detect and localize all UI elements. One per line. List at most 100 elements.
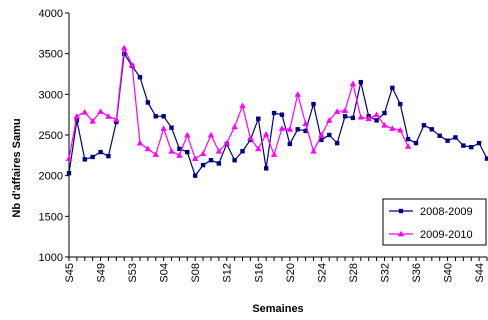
- y-tick-label: 1500: [39, 211, 63, 223]
- data-point: [279, 112, 285, 117]
- data-point: [98, 149, 103, 155]
- data-point: [303, 128, 308, 134]
- data-point: [176, 152, 183, 158]
- legend-label: 2009-2010: [420, 229, 473, 241]
- series-layer: [65, 44, 488, 178]
- data-point: [333, 108, 341, 114]
- data-point: [429, 127, 434, 132]
- data-point: [374, 118, 379, 123]
- data-point: [327, 132, 332, 138]
- data-point: [397, 230, 405, 237]
- data-point: [66, 171, 72, 176]
- data-point: [105, 113, 112, 119]
- y-tick-label: 2500: [39, 130, 63, 142]
- data-point: [215, 148, 223, 154]
- x-tick-label: S20: [285, 263, 297, 283]
- series-line: [68, 51, 488, 177]
- x-tick-label: S40: [443, 263, 455, 283]
- data-point: [239, 102, 246, 109]
- data-point: [365, 115, 372, 122]
- x-tick-label: S12: [222, 263, 234, 283]
- legend: 2008-2009 2009-2010: [382, 198, 487, 246]
- legend-box: [382, 198, 487, 246]
- data-point: [349, 80, 357, 87]
- data-point: [121, 44, 128, 51]
- data-point: [405, 136, 411, 142]
- data-point: [240, 149, 245, 154]
- data-point: [145, 100, 151, 105]
- data-point: [223, 139, 230, 146]
- y-tick-label: 1000: [39, 252, 63, 264]
- data-point: [484, 156, 488, 161]
- data-point: [128, 61, 136, 68]
- y-tick-label: 3000: [39, 89, 63, 101]
- data-point: [373, 111, 380, 118]
- data-point: [397, 126, 404, 133]
- data-point: [286, 126, 294, 132]
- data-point: [437, 133, 442, 139]
- data-point: [358, 79, 364, 85]
- data-point: [311, 101, 316, 107]
- data-point: [319, 137, 324, 143]
- legend-item: 2009-2010: [389, 229, 473, 241]
- y-tick-label: 2000: [39, 171, 63, 183]
- data-point: [404, 143, 412, 149]
- data-point: [232, 158, 237, 163]
- data-point: [342, 114, 348, 119]
- data-point: [81, 109, 88, 115]
- data-point: [350, 115, 356, 121]
- data-point: [287, 141, 293, 147]
- x-tick-label: S24: [316, 263, 328, 283]
- data-point: [74, 118, 80, 123]
- legend-item: 2008-2009: [389, 206, 473, 218]
- data-point: [461, 143, 466, 148]
- data-point: [90, 154, 95, 160]
- data-point: [341, 107, 349, 113]
- data-point: [192, 173, 198, 178]
- data-point: [263, 166, 269, 171]
- data-point: [255, 145, 262, 152]
- series-1: [66, 51, 488, 178]
- data-point: [199, 150, 207, 157]
- data-point: [278, 125, 286, 131]
- data-point: [398, 101, 403, 107]
- data-point: [113, 116, 120, 122]
- data-point: [184, 131, 191, 138]
- data-point: [389, 125, 396, 131]
- y-axis: 1000 1500 2000 2500 3000 3500 4000: [39, 8, 70, 264]
- x-axis: S45 S49 S53 S04 S08 S12 S16 S20 S24 S28 S32 S36 S40 S…: [64, 256, 488, 283]
- data-point: [262, 130, 270, 137]
- data-point: [106, 153, 111, 159]
- data-point: [310, 148, 317, 154]
- x-tick-label: S44: [474, 263, 486, 283]
- data-point: [453, 135, 458, 140]
- data-point: [191, 155, 199, 161]
- data-point: [295, 127, 300, 132]
- x-tick-label: S32: [379, 263, 391, 283]
- data-point: [200, 162, 206, 168]
- x-tick-label: S36: [411, 263, 423, 283]
- data-point: [326, 117, 333, 123]
- data-point: [318, 131, 325, 138]
- data-point: [398, 208, 404, 214]
- x-tick-label: S04: [159, 263, 171, 283]
- data-point: [89, 117, 96, 124]
- data-point: [476, 140, 482, 146]
- data-point: [144, 145, 152, 152]
- data-point: [122, 51, 127, 56]
- data-point: [256, 116, 261, 121]
- data-point: [185, 149, 190, 155]
- data-point: [216, 161, 222, 166]
- data-point: [271, 110, 277, 116]
- data-point: [390, 85, 395, 91]
- y-tick-label: 3500: [39, 49, 63, 61]
- x-tick-label: S16: [253, 263, 265, 283]
- data-point: [247, 135, 254, 141]
- data-point: [208, 158, 214, 163]
- data-point: [381, 122, 388, 128]
- legend-label: 2008-2009: [420, 206, 473, 218]
- data-point: [357, 113, 365, 120]
- data-point: [97, 108, 104, 114]
- data-point: [334, 140, 340, 146]
